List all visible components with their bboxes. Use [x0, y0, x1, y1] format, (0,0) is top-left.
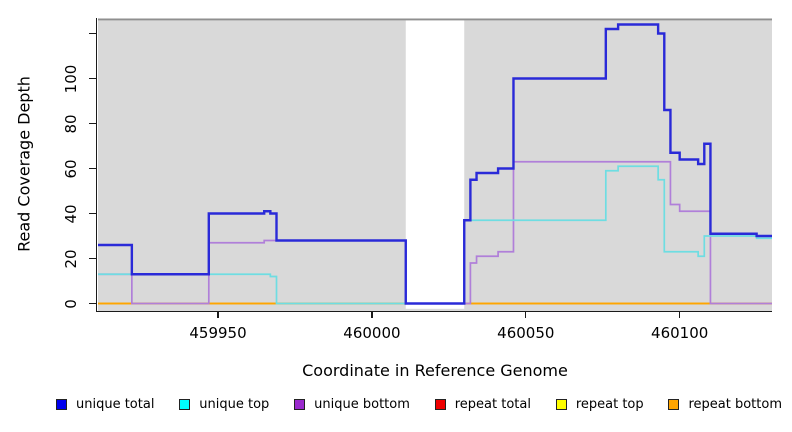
legend-label: unique bottom [314, 397, 410, 412]
legend-swatch-icon [179, 399, 191, 410]
legend-item-repeat-total: repeat total [434, 397, 531, 412]
y-tick [89, 212, 96, 215]
y-axis-title: Read Coverage Depth [14, 76, 34, 252]
legend-item-unique-total: unique total [56, 397, 154, 412]
x-tick-label: 460000 [343, 324, 401, 342]
legend-swatch-icon [668, 399, 680, 410]
y-tick-label: 100 [62, 64, 80, 93]
legend-label: repeat total [454, 397, 531, 412]
legend-label: unique total [76, 397, 155, 412]
x-tick [678, 311, 681, 318]
series-line-unique-total [98, 23, 772, 305]
legend-swatch-icon [294, 399, 306, 410]
legend-item-repeat-top: repeat top [555, 397, 644, 412]
legend-label: repeat bottom [688, 397, 782, 412]
x-tick-label: 459950 [189, 324, 247, 342]
y-tick [89, 122, 96, 125]
y-tick [89, 302, 96, 305]
y-tick-label: 80 [62, 113, 80, 134]
legend-swatch-icon [56, 399, 67, 410]
series-line-unique-top [98, 165, 772, 305]
legend-swatch-icon [434, 399, 446, 410]
no-data-gap-band [405, 20, 465, 309]
y-tick-label: 0 [62, 298, 80, 309]
legend-label: unique top [199, 397, 270, 412]
legend-label: repeat top [575, 397, 644, 412]
x-tick-label: 460050 [497, 324, 555, 342]
y-axis-line [96, 18, 98, 311]
y-tick [89, 257, 96, 260]
plot-area [98, 18, 772, 311]
y-tick-label: 60 [62, 158, 80, 179]
legend-swatch-icon [555, 399, 567, 410]
x-tick [217, 311, 219, 318]
x-tick [371, 311, 373, 318]
legend-item-repeat-bottom: repeat bottom [668, 397, 782, 412]
y-tick [89, 77, 96, 80]
y-tick-label: 40 [62, 203, 80, 224]
x-axis-line [96, 310, 772, 312]
y-tick [89, 167, 96, 170]
x-axis-title: Coordinate in Reference Genome [302, 361, 568, 380]
legend: unique total unique top unique bottom repea… [56, 397, 782, 412]
y-tick-label: 20 [62, 248, 80, 269]
legend-item-unique-bottom: unique bottom [294, 397, 410, 412]
legend-item-unique-top: unique top [179, 397, 269, 412]
x-tick [525, 311, 527, 318]
x-tick-label: 460100 [651, 324, 709, 342]
y-tick [89, 32, 96, 35]
